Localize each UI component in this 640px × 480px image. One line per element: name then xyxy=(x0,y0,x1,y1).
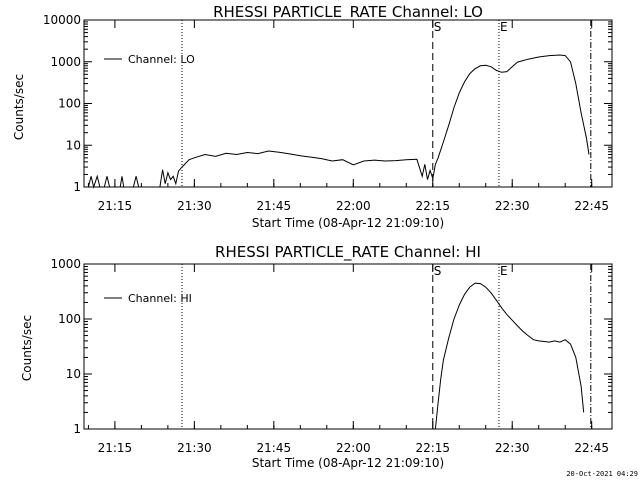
hi-plot-frame xyxy=(83,263,613,430)
hi-marker-label: E xyxy=(500,264,508,278)
lo-marker-label: E xyxy=(500,20,508,34)
lo-x-tick-label: 22:00 xyxy=(336,199,371,213)
lo-plot-frame xyxy=(83,19,613,188)
hi-x-tick-label: 22:30 xyxy=(495,441,530,455)
hi-legend: Channel: HI xyxy=(104,292,192,305)
lo-legend-label: Channel: LO xyxy=(128,53,195,66)
lo-y-tick-label: 100 xyxy=(58,97,81,111)
hi-y-tick-label: 1000 xyxy=(50,257,81,271)
hi-series-line xyxy=(434,282,585,430)
lo-marker-label: S xyxy=(434,20,442,34)
hi-y-tick-label: 10 xyxy=(66,367,81,381)
hi-x-tick-label: 22:15 xyxy=(415,441,450,455)
hi-y-tick-label: 1 xyxy=(73,422,81,436)
timestamp-footer: 20-Oct-2021 04:29 xyxy=(566,470,638,478)
hi-series xyxy=(434,282,585,430)
lo-x-tick-label: 21:30 xyxy=(177,199,212,213)
hi-marker-label: S xyxy=(434,264,442,278)
hi-chart-title: RHESSI PARTICLE_RATE Channel: HI xyxy=(215,243,481,262)
hi-x-tick-label: 21:30 xyxy=(177,441,212,455)
hi-x-tick-label: 22:00 xyxy=(336,441,371,455)
hi-x-axis-label: Start Time (08-Apr-12 21:09:10) xyxy=(252,456,444,470)
lo-y-tick-label: 10 xyxy=(66,138,81,152)
lo-legend: Channel: LO xyxy=(104,53,195,66)
lo-x-tick-label: 22:30 xyxy=(495,199,530,213)
hi-x-tick-label: 21:15 xyxy=(98,441,133,455)
lo-x-axis-label: Start Time (08-Apr-12 21:09:10) xyxy=(252,216,444,230)
lo-y-tick-label: 10000 xyxy=(43,13,81,27)
lo-x-tick-label: 21:15 xyxy=(98,199,133,213)
hi-x-tick-label: 22:45 xyxy=(574,441,609,455)
hi-y-tick-label: 100 xyxy=(58,312,81,326)
lo-series xyxy=(87,54,590,189)
hi-legend-label: Channel: HI xyxy=(128,292,192,305)
lo-y-tick-label: 1 xyxy=(73,180,81,194)
hi-x-tick-label: 21:45 xyxy=(257,441,292,455)
lo-y-tick-label: 1000 xyxy=(50,55,81,69)
lo-series-line xyxy=(87,174,140,189)
hi-x-ticks: 21:15 21:30 21:45 22:00 22:15 22:30 22:45 xyxy=(87,264,609,455)
lo-y-axis-label: Counts/sec xyxy=(12,74,26,140)
hi-y-axis-label: Counts/sec xyxy=(20,315,34,381)
lo-x-ticks: 21:15 21:30 21:45 22:00 22:15 22:30 22:45 xyxy=(87,20,609,213)
lo-y-ticks: 1 10 100 1000 10000 xyxy=(43,13,612,194)
lo-x-tick-label: 21:45 xyxy=(257,199,292,213)
hi-y-ticks: 1 10 100 1000 xyxy=(50,257,612,436)
lo-x-tick-label: 22:45 xyxy=(574,199,609,213)
lo-series-line xyxy=(159,54,590,188)
lo-x-tick-label: 22:15 xyxy=(415,199,450,213)
lo-chart-title: RHESSI PARTICLE_RATE Channel: LO xyxy=(213,3,483,22)
